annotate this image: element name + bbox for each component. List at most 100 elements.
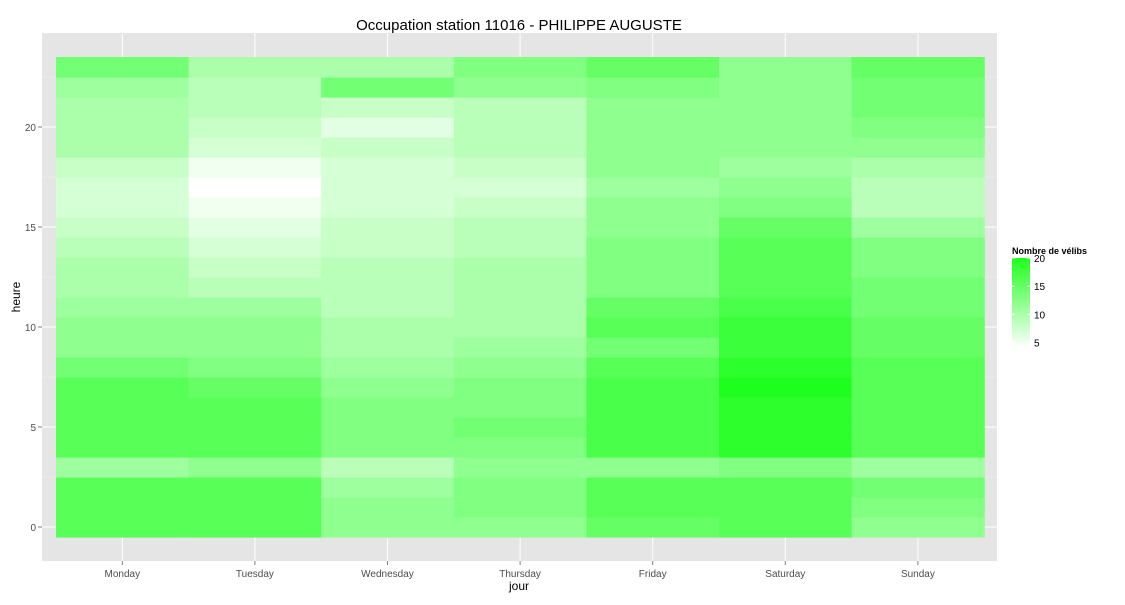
legend-gradient-step — [1012, 307, 1030, 311]
heatmap-tile — [188, 57, 322, 78]
legend-gradient-step — [1012, 341, 1030, 344]
heatmap-tile — [719, 377, 853, 398]
heatmap-tile — [321, 337, 455, 358]
heatmap-tile — [453, 217, 587, 238]
heatmap-tile — [851, 317, 985, 338]
heatmap-tile — [188, 417, 322, 438]
x-tick-label: Sunday — [901, 569, 935, 580]
heatmap-tile — [586, 137, 720, 158]
heatmap-tile — [188, 357, 322, 378]
heatmap-tile — [719, 297, 853, 318]
heatmap-tile — [586, 237, 720, 258]
legend-tick-label: 10 — [1034, 310, 1046, 321]
heatmap-tile — [453, 157, 587, 178]
heatmap-tile — [56, 397, 190, 418]
heatmap-tile — [851, 277, 985, 298]
y-tick-label: 0 — [30, 523, 36, 534]
legend-gradient-step — [1012, 323, 1030, 326]
heatmap-tile — [453, 477, 587, 498]
heatmap-tile — [188, 237, 322, 258]
heatmap-tile — [56, 277, 190, 298]
heatmap-tile — [851, 57, 985, 78]
legend-gradient-step — [1012, 280, 1030, 284]
legend-gradient-step — [1012, 278, 1030, 281]
legend-gradient-step — [1012, 289, 1030, 293]
y-tick-label: 15 — [25, 223, 37, 234]
legend-gradient-step — [1012, 260, 1030, 263]
x-axis-label: jour — [508, 579, 529, 593]
legend-tick-label: 15 — [1034, 282, 1046, 293]
heatmap-tile — [586, 477, 720, 498]
heatmap-tile — [851, 217, 985, 238]
heatmap-tile — [453, 177, 587, 198]
heatmap-tile — [586, 497, 720, 518]
heatmap-tile — [719, 337, 853, 358]
heatmap-tile — [719, 197, 853, 218]
heatmap-tile — [851, 117, 985, 138]
legend-gradient-step — [1012, 291, 1030, 295]
legend-gradient-step — [1012, 276, 1030, 279]
heatmap-tile — [586, 157, 720, 178]
heatmap-tile — [453, 437, 587, 458]
heatmap-tile — [586, 217, 720, 238]
heatmap-tile — [851, 417, 985, 438]
heatmap-tile — [719, 397, 853, 418]
legend-gradient-step — [1012, 285, 1030, 288]
heatmap-tile — [719, 357, 853, 378]
heatmap-tile — [851, 437, 985, 458]
heatmap-tile — [321, 257, 455, 278]
heatmap-tile — [719, 457, 853, 478]
heatmap-tile — [188, 297, 322, 318]
heatmap-tile — [453, 337, 587, 358]
axes: 0 5 10 15 20 Monday Tuesday Wednesday Thursday Fr… — [25, 123, 935, 580]
heatmap-tile — [851, 357, 985, 378]
heatmap-tile — [188, 337, 322, 358]
heatmap-tile — [321, 77, 455, 98]
heatmap-tile — [453, 197, 587, 218]
heatmap-tile — [453, 417, 587, 438]
heatmap-tile — [453, 237, 587, 258]
heatmap-tile — [188, 457, 322, 478]
legend-gradient-step — [1012, 318, 1030, 322]
heatmap-tile — [851, 177, 985, 198]
heatmap-tile — [321, 217, 455, 238]
heatmap-tile — [321, 377, 455, 398]
legend-gradient-step — [1012, 327, 1030, 331]
legend-tick-label: 5 — [1034, 338, 1040, 349]
heatmap-tile — [188, 477, 322, 498]
heatmap-tile — [453, 257, 587, 278]
heatmap-tile — [321, 57, 455, 78]
legend-gradient-step — [1012, 296, 1030, 299]
legend-gradient-step — [1012, 303, 1030, 306]
heatmap-tile — [188, 177, 322, 198]
heatmap-tile — [188, 197, 322, 218]
heatmap-tile — [586, 177, 720, 198]
heatmap-tile — [188, 437, 322, 458]
heatmap-tile — [719, 117, 853, 138]
heatmap-tile — [321, 397, 455, 418]
heatmap-tile — [321, 157, 455, 178]
heatmap-tile — [56, 77, 190, 98]
heatmap-tile — [321, 237, 455, 258]
legend-gradient-step — [1012, 309, 1030, 313]
heatmap-tile — [321, 357, 455, 378]
heatmap-tile — [188, 277, 322, 298]
heatmap-tile — [321, 417, 455, 438]
legend-gradient-step — [1012, 339, 1030, 342]
heatmap-tile — [321, 437, 455, 458]
heatmap-tile — [719, 437, 853, 458]
heatmap-tile — [188, 157, 322, 178]
heatmap-tile — [719, 57, 853, 78]
heatmap-tile — [719, 477, 853, 498]
heatmap-tile — [56, 197, 190, 218]
heatmap-tile — [321, 277, 455, 298]
heatmap-tile — [586, 257, 720, 278]
heatmap-tile — [719, 497, 853, 518]
heatmap-tile — [851, 457, 985, 478]
heatmap-tile — [56, 337, 190, 358]
legend-gradient-step — [1012, 282, 1030, 286]
heatmap-tile — [321, 497, 455, 518]
heatmap-tile — [851, 497, 985, 518]
heatmap-tile — [56, 177, 190, 198]
